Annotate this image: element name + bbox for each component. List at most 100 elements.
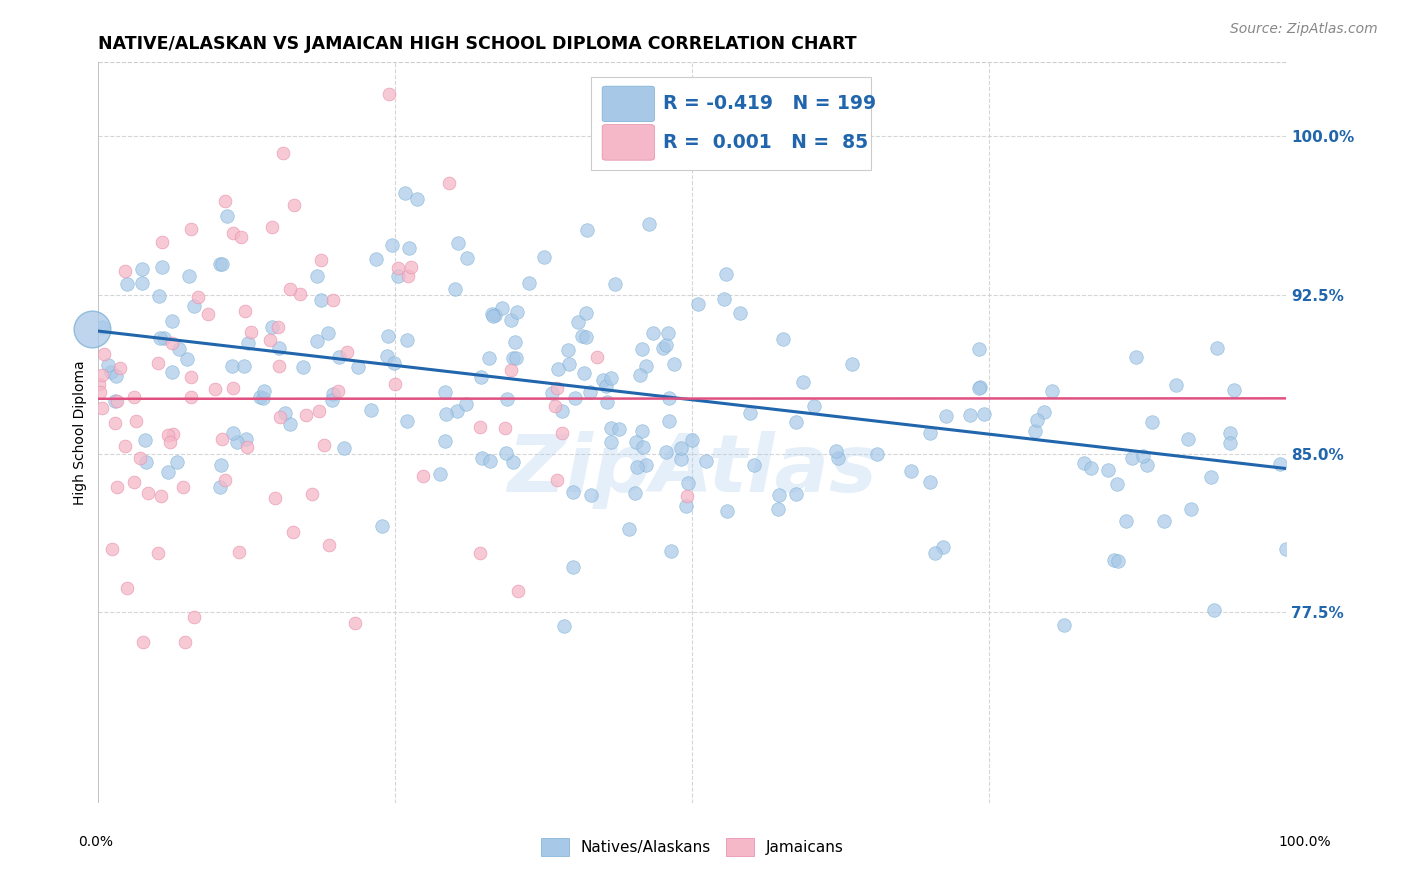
Point — [444, 283, 467, 297]
Point — [484, 308, 506, 322]
Point — [114, 439, 136, 453]
Point — [558, 357, 581, 371]
Point — [924, 546, 946, 560]
Point — [394, 186, 416, 200]
Point — [636, 359, 658, 373]
Point — [792, 376, 814, 390]
Point — [235, 433, 257, 447]
Point — [1132, 449, 1154, 463]
Point — [166, 455, 188, 469]
Point — [149, 489, 172, 503]
Point — [477, 351, 499, 366]
Point — [599, 435, 621, 450]
Point — [866, 447, 889, 461]
Point — [716, 504, 738, 518]
Point — [567, 315, 589, 329]
Point — [825, 444, 848, 458]
Point — [544, 400, 567, 414]
Point — [336, 345, 359, 359]
Point — [468, 420, 491, 434]
Point — [396, 414, 419, 428]
Point — [117, 581, 139, 595]
Point — [128, 451, 150, 466]
Point — [309, 253, 332, 268]
Point — [1275, 542, 1298, 557]
Point — [546, 473, 568, 487]
Point — [655, 445, 678, 459]
Point — [183, 299, 205, 313]
Point — [378, 87, 401, 102]
Point — [1080, 460, 1102, 475]
Point — [547, 362, 569, 376]
Point — [233, 359, 256, 374]
Point — [236, 335, 259, 350]
Point — [499, 313, 522, 327]
Point — [827, 450, 849, 465]
Point — [1153, 515, 1175, 529]
Point — [581, 487, 603, 501]
Point — [658, 392, 681, 406]
Point — [156, 465, 179, 479]
Point — [1219, 425, 1241, 440]
Point — [382, 356, 405, 370]
Text: R =  0.001   N =  85: R = 0.001 N = 85 — [662, 133, 868, 152]
Point — [803, 399, 825, 413]
Point — [262, 220, 284, 235]
Point — [1180, 501, 1202, 516]
Point — [505, 351, 527, 365]
Point — [398, 241, 420, 255]
Point — [671, 441, 693, 455]
Point — [180, 222, 202, 236]
Point — [208, 257, 231, 271]
Point — [1102, 553, 1125, 567]
Point — [661, 544, 683, 558]
Point — [267, 319, 290, 334]
Point — [1204, 603, 1226, 617]
Point — [135, 454, 157, 468]
Point — [517, 276, 540, 290]
Point — [637, 217, 659, 231]
Point — [269, 341, 291, 355]
FancyBboxPatch shape — [602, 87, 654, 121]
Point — [173, 635, 195, 649]
Point — [1107, 554, 1129, 568]
Point — [172, 480, 194, 494]
Point — [322, 293, 344, 308]
Point — [108, 361, 131, 376]
Point — [664, 357, 686, 371]
Point — [468, 546, 491, 560]
Point — [177, 269, 200, 284]
Point — [186, 290, 208, 304]
Point — [281, 524, 304, 539]
Point — [1140, 415, 1163, 429]
Point — [553, 619, 575, 633]
Point — [434, 407, 457, 421]
Point — [502, 351, 524, 365]
Point — [236, 440, 259, 454]
Point — [934, 409, 956, 424]
Point — [506, 304, 529, 318]
Point — [681, 433, 703, 447]
Point — [278, 282, 301, 296]
Point — [456, 251, 478, 265]
Point — [1115, 514, 1137, 528]
Point — [918, 426, 941, 441]
Point — [134, 434, 156, 448]
Point — [671, 452, 693, 467]
Point — [152, 331, 174, 345]
Point — [305, 269, 328, 284]
Point — [150, 260, 173, 275]
Point — [91, 368, 114, 382]
Point — [283, 198, 305, 212]
Point — [641, 326, 664, 340]
Point — [575, 329, 598, 343]
Point — [571, 329, 593, 343]
Point — [259, 333, 281, 347]
Point — [214, 473, 236, 487]
Point — [1026, 413, 1049, 427]
Point — [292, 359, 315, 374]
Point — [1040, 384, 1063, 398]
Point — [1164, 378, 1187, 392]
Point — [973, 408, 995, 422]
Point — [533, 250, 555, 264]
